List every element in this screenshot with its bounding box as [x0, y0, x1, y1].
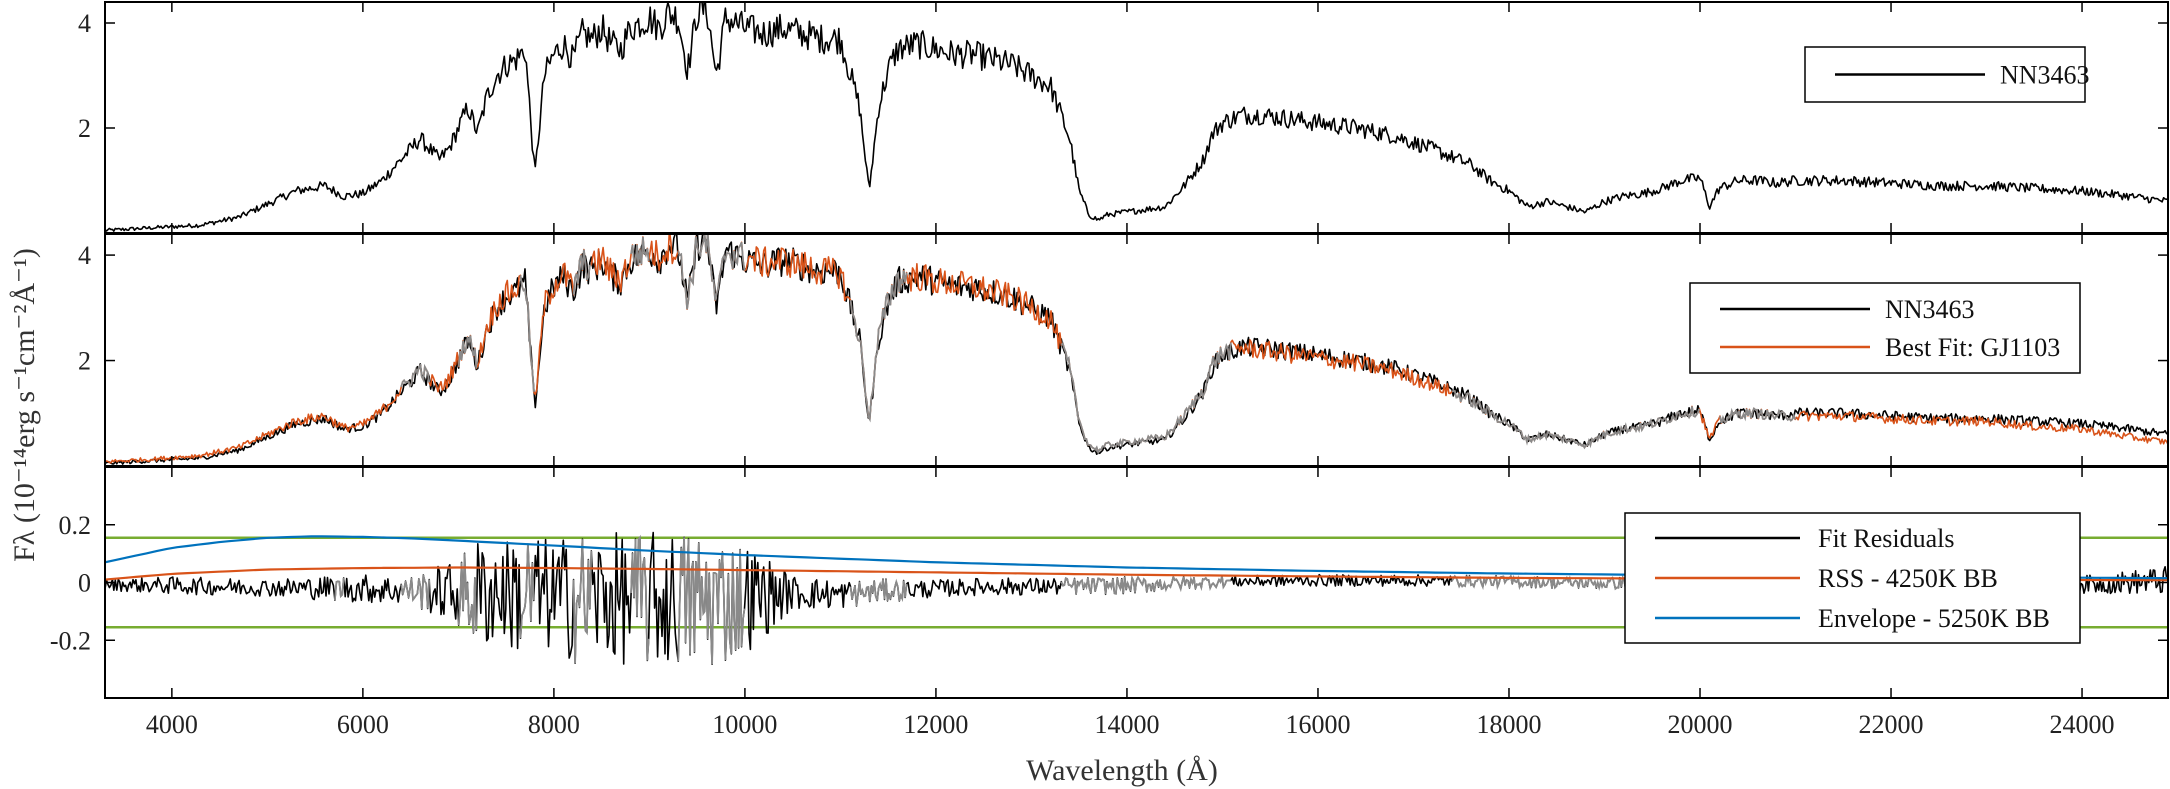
x-tick-label: 8000	[528, 710, 580, 739]
legend-entry-0: NN3463	[1885, 295, 1975, 324]
y-tick-label: 2	[78, 114, 91, 143]
legend: NN3463	[1804, 46, 2090, 103]
plot-area	[105, 2, 2168, 232]
x-tick-label: 22000	[1859, 710, 1924, 739]
legend-entry-0: Fit Residuals	[1818, 524, 1955, 553]
y-tick-label: 0.2	[59, 511, 92, 540]
legend: NN3463 Best Fit: GJ1103	[1689, 282, 2081, 374]
x-tick-label: 20000	[1668, 710, 1733, 739]
x-tick-label: 14000	[1094, 710, 1159, 739]
x-tick-label: 10000	[712, 710, 777, 739]
legend: Fit Residuals RSS - 4250K BB Envelope - 52…	[1624, 512, 2081, 644]
masked-region-overlay-1	[400, 234, 1797, 455]
legend-entry-2: Envelope - 5250K BB	[1818, 604, 2050, 633]
y-tick-label: 2	[78, 347, 91, 376]
panel-bottom: -0.2 0 0.2 4000 6000 8000 10000 12000 14000 16000…	[50, 466, 2169, 739]
x-tick-label: 6000	[337, 710, 389, 739]
x-axis-label: Wavelength (Å)	[1026, 754, 1218, 787]
plot-area	[105, 234, 2168, 465]
y-tick-label: 4	[78, 241, 91, 270]
x-tick-label: 18000	[1476, 710, 1541, 739]
y-tick-label: 4	[78, 9, 91, 38]
y-axis-label: Fλ (10⁻¹⁴erg s⁻¹cm⁻²Å⁻¹)	[8, 248, 41, 562]
x-tick-label: 12000	[903, 710, 968, 739]
x-tick-label: 4000	[146, 710, 198, 739]
x-tick-label: 16000	[1285, 710, 1350, 739]
x-tick-label: 24000	[2050, 710, 2115, 739]
y-tick-label: 0	[78, 569, 91, 598]
series-line-0	[105, 2, 2168, 232]
legend-entry-1: RSS - 4250K BB	[1818, 564, 1998, 593]
legend-entry-1: Best Fit: GJ1103	[1885, 333, 2060, 362]
legend-box	[1689, 282, 2081, 374]
axes-frame	[104, 1, 2169, 234]
legend-entry-0: NN3463	[2000, 61, 2090, 90]
panel-top: 2 4 NN3463	[78, 1, 2169, 234]
y-tick-label: -0.2	[50, 626, 91, 655]
panel-middle: 2 4 NN3463 Best Fit: GJ1103	[78, 233, 2169, 467]
